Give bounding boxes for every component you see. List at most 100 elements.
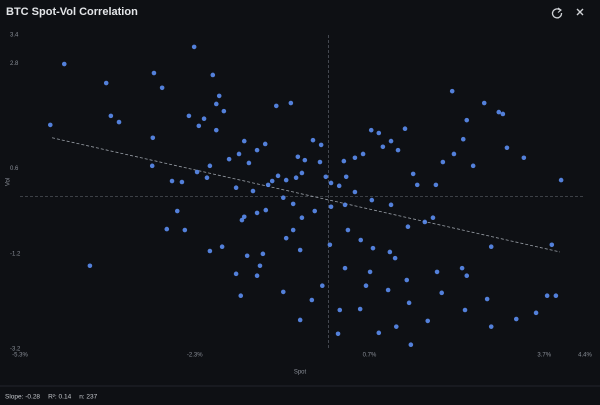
scatter-point xyxy=(269,178,275,184)
scatter-point xyxy=(352,155,358,161)
scatter-point xyxy=(376,130,382,136)
scatter-point xyxy=(422,219,428,225)
scatter-point xyxy=(213,101,219,107)
scatter-point xyxy=(462,307,468,313)
close-button[interactable] xyxy=(576,8,584,16)
scatter-point xyxy=(484,296,490,302)
scatter-point xyxy=(179,179,185,185)
scatter-point xyxy=(219,244,225,250)
scatter-point xyxy=(221,108,227,114)
x-tick-label: -2.3% xyxy=(187,353,203,359)
scatter-point xyxy=(262,141,268,147)
scatter-point xyxy=(241,214,247,220)
scatter-point xyxy=(464,117,470,123)
scatter-point xyxy=(87,263,93,269)
scatter-point xyxy=(342,265,348,271)
scatter-point xyxy=(293,175,299,181)
scatter-point xyxy=(116,119,122,125)
x-tick-label: 3.7% xyxy=(537,353,551,359)
scatter-point xyxy=(295,154,301,160)
scatter-point xyxy=(310,137,316,143)
chart-title: BTC Spot-Vol Correlation xyxy=(6,6,138,18)
scatter-point xyxy=(408,342,414,348)
scatter-point xyxy=(159,85,165,91)
scatter-point xyxy=(521,155,527,161)
scatter-point xyxy=(369,197,375,203)
scatter-point xyxy=(544,293,550,299)
scatter-point xyxy=(553,293,559,299)
scatter-point xyxy=(358,237,364,243)
x-axis-label: Spot xyxy=(294,370,307,376)
scatter-point xyxy=(323,174,329,180)
scatter-point xyxy=(328,180,334,186)
scatter-point xyxy=(388,138,394,144)
scatter-point xyxy=(226,156,232,162)
scatter-point xyxy=(207,248,213,254)
scatter-point xyxy=(405,224,411,230)
scatter-point xyxy=(357,306,363,312)
scatter-point xyxy=(103,80,109,86)
scatter-point xyxy=(533,310,539,316)
scatter-point xyxy=(470,163,476,169)
scatter-point xyxy=(388,202,394,208)
scatter-point xyxy=(500,111,506,117)
y-tick-label: -1.2 xyxy=(10,251,21,257)
scatter-point xyxy=(360,151,366,157)
scatter-point xyxy=(260,251,266,257)
trend-line xyxy=(51,137,561,253)
scatter-point xyxy=(433,182,439,188)
scatter-point xyxy=(387,249,393,255)
scatter-point xyxy=(283,177,289,183)
scatter-point xyxy=(194,169,200,175)
scatter-point xyxy=(233,185,239,191)
scatter-point xyxy=(402,126,408,132)
scatter-point xyxy=(393,324,399,329)
scatter-point xyxy=(341,158,347,164)
scatter-point xyxy=(204,175,210,181)
scatter-point xyxy=(275,173,281,179)
scatter-point xyxy=(496,109,502,115)
scatter-point xyxy=(207,163,213,169)
refresh-button[interactable] xyxy=(551,7,563,19)
scatter-point xyxy=(337,307,343,313)
scatter-point xyxy=(61,61,67,67)
scatter-point xyxy=(451,151,457,157)
scatter-point xyxy=(481,100,487,106)
scatter-point xyxy=(425,318,431,324)
scatter-point xyxy=(376,330,382,336)
scatter-point xyxy=(460,136,466,142)
scatter-point xyxy=(238,293,244,299)
x-tick-label: 0.7% xyxy=(363,353,377,359)
scatter-point xyxy=(280,289,286,295)
scatter-point xyxy=(254,273,260,279)
scatter-point xyxy=(488,324,494,329)
scatter-point xyxy=(309,297,315,303)
scatter-point xyxy=(210,72,216,78)
scatter-point xyxy=(254,147,260,153)
scatter-point xyxy=(299,170,305,176)
scatter-point xyxy=(186,113,192,119)
scatter-point xyxy=(317,159,323,165)
scatter-point xyxy=(335,331,341,337)
scatter-point xyxy=(345,227,351,233)
scatter-point xyxy=(299,215,305,220)
scatter-point xyxy=(169,178,175,184)
scatter-point xyxy=(513,316,519,322)
scatter-point xyxy=(414,182,420,188)
scatter-point xyxy=(395,147,401,153)
scatter-point xyxy=(368,127,374,133)
y-axis-label: Vol xyxy=(6,178,12,186)
scatter-point xyxy=(182,227,188,233)
scatter-point xyxy=(392,255,398,261)
x-tick-label: -5.3% xyxy=(12,353,28,359)
scatter-point xyxy=(257,263,263,269)
scatter-point xyxy=(404,277,410,283)
scatter-point xyxy=(265,182,271,188)
scatter-point xyxy=(352,189,358,195)
scatter-point xyxy=(150,135,156,141)
scatter-point xyxy=(273,103,279,109)
scatter-point xyxy=(449,88,455,94)
scatter-point xyxy=(367,269,373,275)
scatter-point xyxy=(320,283,325,289)
